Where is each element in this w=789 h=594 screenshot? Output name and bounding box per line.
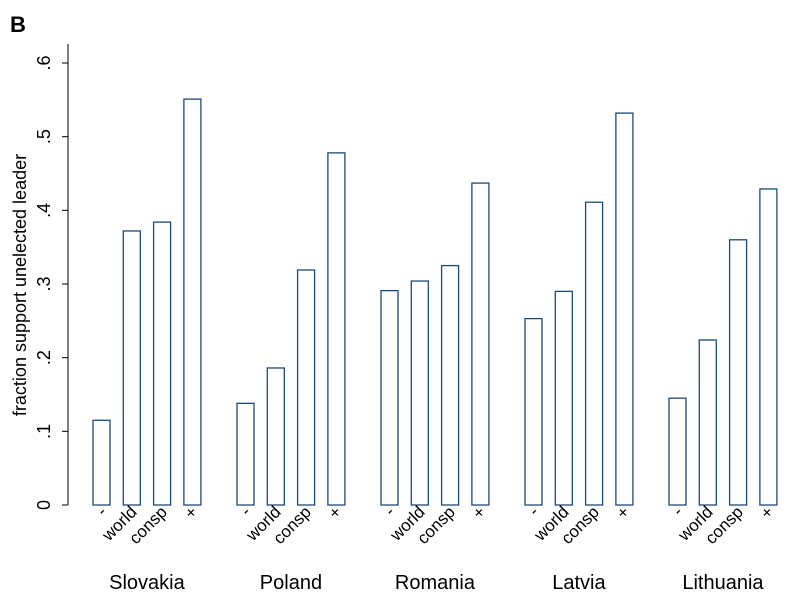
- bar: [92, 419, 111, 506]
- bar: [266, 367, 285, 506]
- y-tick-label: 0: [34, 500, 54, 510]
- bar: [122, 230, 141, 506]
- group-labels: Slovakia Poland Romania Latvia Lithuania: [109, 572, 764, 594]
- y-tick-label: .5: [34, 129, 54, 144]
- y-tick-label: .2: [34, 350, 54, 365]
- bar: [698, 339, 717, 506]
- bar: [728, 239, 748, 506]
- panel-label: B: [10, 12, 26, 37]
- bar: [759, 188, 778, 506]
- bar: [327, 152, 346, 506]
- bar: [615, 112, 634, 506]
- group-label: Slovakia: [109, 572, 185, 594]
- bar: [236, 402, 255, 506]
- bars: [92, 98, 778, 506]
- bar: [296, 269, 316, 506]
- bar: [524, 317, 543, 506]
- bar: [554, 290, 573, 506]
- group-label: Romania: [395, 572, 476, 594]
- bar: [380, 289, 399, 506]
- y-axis-label: fraction support unelected leader: [10, 154, 30, 416]
- group-label: Poland: [260, 572, 322, 594]
- bar: [584, 201, 604, 506]
- y-tick-label: .3: [34, 276, 54, 291]
- y-tick-label: .1: [34, 424, 54, 439]
- group-label: Latvia: [552, 572, 606, 594]
- bar: [668, 397, 687, 506]
- group-label: Lithuania: [682, 572, 764, 594]
- y-tick-label: .6: [34, 55, 54, 70]
- bar: [183, 98, 202, 506]
- bar: [152, 221, 172, 506]
- y-tick-label: .4: [34, 203, 54, 218]
- y-axis: 0 .1 .2 .3 .4 .5 .6: [34, 44, 69, 510]
- bar: [440, 264, 460, 506]
- bar: [410, 280, 429, 506]
- bar: [471, 182, 490, 506]
